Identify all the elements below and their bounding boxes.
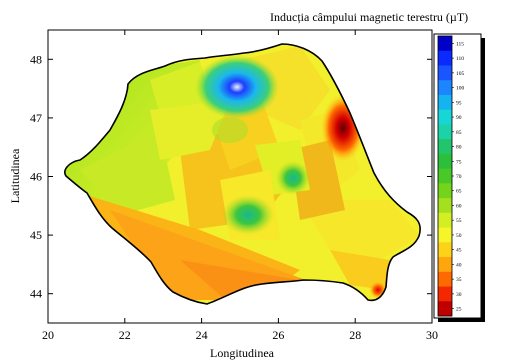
y-tick-label: 46 [30, 170, 42, 184]
y-axis-ticks: 44 45 46 47 48 [30, 52, 432, 301]
colorbar-label: 80 [456, 145, 462, 151]
colorbar-swatch [438, 242, 452, 258]
colorbar-label: 95 [456, 100, 462, 106]
colorbar-swatch [438, 198, 452, 214]
colorbar-swatch [438, 124, 452, 140]
colorbar-swatch [438, 286, 452, 302]
romania-border [64, 43, 421, 305]
colorbar-swatch [438, 65, 452, 81]
colorbar-label: 55 [456, 218, 462, 224]
colorbar-label: 75 [456, 159, 462, 165]
x-tick-label: 20 [42, 328, 54, 342]
colorbar: 115 110 105 100 95 90 85 80 75 70 65 60 55 50 45 40 35 30… [437, 35, 465, 317]
colorbar-label: 70 [456, 174, 462, 180]
legend-title: Inducția câmpului magnetic terestru (µT) [270, 10, 468, 24]
x-tick-label: 28 [349, 328, 361, 342]
y-tick-label: 47 [30, 111, 42, 125]
colorbar-label: 100 [456, 86, 465, 92]
colorbar-swatch [438, 212, 452, 229]
colorbar-label: 110 [456, 56, 464, 62]
x-tick-label: 22 [119, 328, 131, 342]
y-tick-label: 44 [30, 287, 42, 301]
colorbar-label: 90 [456, 115, 462, 121]
colorbar-swatch [438, 227, 452, 243]
colorbar-swatch [438, 36, 452, 52]
colorbar-swatch [438, 50, 452, 66]
colorbar-swatch [438, 168, 452, 184]
y-axis-label: Latitudinea [8, 148, 22, 203]
x-tick-label: 26 [272, 328, 284, 342]
colorbar-label: 65 [456, 189, 462, 195]
colorbar-swatch [438, 139, 452, 155]
colorbar-swatch [438, 94, 452, 111]
colorbar-swatch [438, 109, 452, 125]
y-tick-label: 45 [30, 228, 42, 242]
colorbar-label: 25 [456, 307, 462, 313]
colorbar-label: 35 [456, 277, 462, 283]
colorbar-swatch [438, 301, 452, 317]
colorbar-label: 105 [456, 71, 465, 77]
colorbar-swatch [438, 80, 452, 96]
colorbar-label: 45 [456, 248, 462, 254]
colorbar-swatch [438, 271, 452, 288]
colorbar-swatch [438, 257, 452, 273]
colorbar-label: 60 [456, 203, 462, 209]
colorbar-label: 40 [456, 262, 462, 268]
colorbar-swatch [438, 183, 452, 199]
y-tick-label: 48 [30, 52, 42, 66]
colorbar-label: 30 [456, 292, 462, 298]
colorbar-label: 85 [456, 130, 462, 136]
colorbar-swatch [438, 153, 452, 170]
x-tick-label: 24 [196, 328, 208, 342]
x-axis-ticks: 20 22 24 26 28 30 [42, 30, 438, 342]
x-tick-label: 30 [426, 328, 438, 342]
colorbar-label: 50 [456, 233, 462, 239]
colorbar-label: 115 [456, 41, 464, 47]
x-axis-label: Longitudinea [210, 346, 275, 360]
